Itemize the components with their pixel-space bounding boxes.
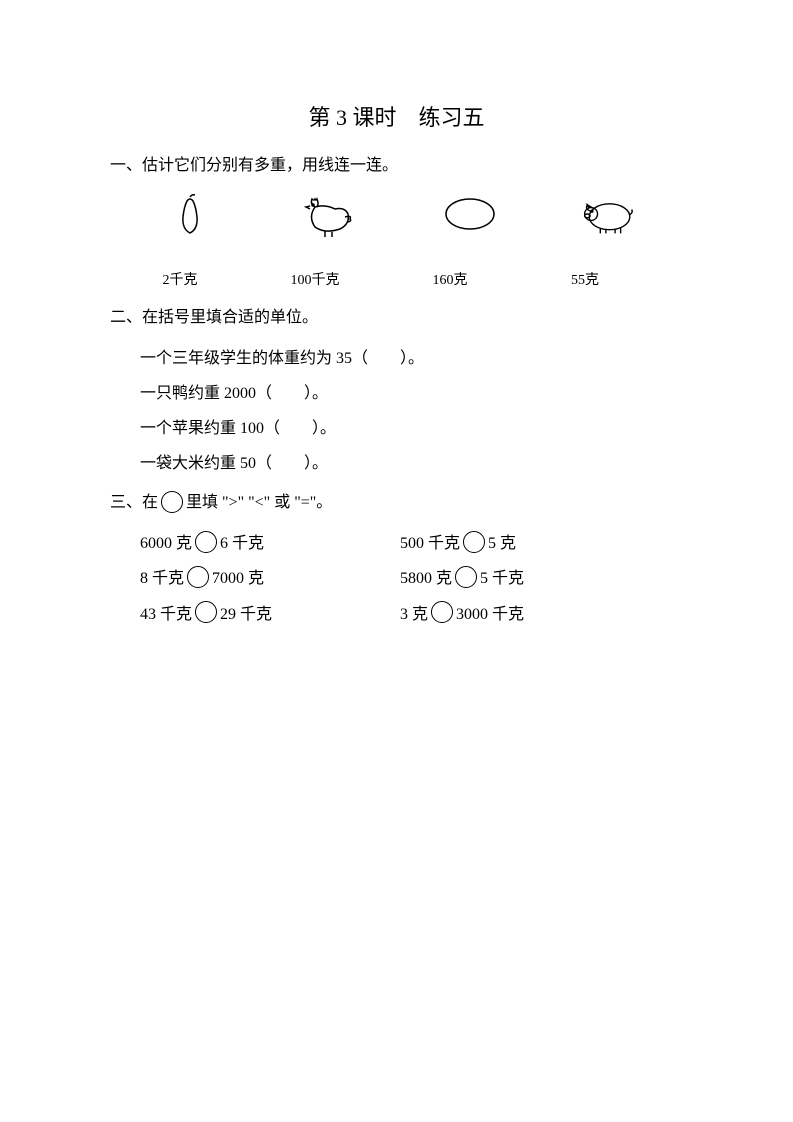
q3-cell-2-0: 43 千克 29 千克 bbox=[140, 597, 400, 632]
compare-left-val: 3 克 bbox=[400, 597, 428, 632]
q3-cell-1-1: 5800 克 5 千克 bbox=[400, 561, 524, 596]
compare-right-val: 29 千克 bbox=[220, 597, 272, 632]
circle-blank[interactable] bbox=[195, 531, 217, 553]
circle-blank[interactable] bbox=[187, 566, 209, 588]
pear-icon bbox=[160, 189, 220, 239]
q3-heading: 三、在 里填 ">" "<" 或 "="。 bbox=[110, 489, 683, 518]
circle-icon bbox=[161, 491, 183, 513]
q3-row-1: 8 千克 7000 克 5800 克 5 千克 bbox=[140, 561, 683, 596]
q3-grid: 6000 克 6 千克 500 千克 5 克 8 千克 7000 克 5800 克 5 … bbox=[140, 526, 683, 632]
q1-labels-row: 2千克 100千克 160克 55克 bbox=[110, 269, 683, 289]
q2-line-3: 一袋大米约重 50（ ）。 bbox=[140, 446, 683, 481]
compare-right-val: 7000 克 bbox=[212, 561, 264, 596]
q1-label-2: 160克 bbox=[410, 269, 490, 289]
compare-left-val: 500 千克 bbox=[400, 526, 460, 561]
q3-cell-0-0: 6000 克 6 千克 bbox=[140, 526, 400, 561]
image-egg bbox=[430, 189, 510, 239]
q3-row-0: 6000 克 6 千克 500 千克 5 克 bbox=[140, 526, 683, 561]
circle-blank[interactable] bbox=[463, 531, 485, 553]
chicken-icon bbox=[300, 189, 360, 239]
q1-images-row bbox=[110, 189, 683, 239]
q3-cell-0-1: 500 千克 5 克 bbox=[400, 526, 516, 561]
pig-icon bbox=[580, 189, 640, 239]
image-pig bbox=[570, 189, 650, 239]
compare-left-val: 8 千克 bbox=[140, 561, 184, 596]
circle-blank[interactable] bbox=[195, 601, 217, 623]
image-chicken bbox=[290, 189, 370, 239]
q3-row-2: 43 千克 29 千克 3 克 3000 千克 bbox=[140, 597, 683, 632]
circle-blank[interactable] bbox=[431, 601, 453, 623]
egg-icon bbox=[440, 189, 500, 239]
q3-heading-prefix: 三、在 bbox=[110, 494, 158, 511]
q3-cell-1-0: 8 千克 7000 克 bbox=[140, 561, 400, 596]
compare-right-val: 5 克 bbox=[488, 526, 516, 561]
q2-line-0: 一个三年级学生的体重约为 35（ ）。 bbox=[140, 341, 683, 376]
compare-left-val: 6000 克 bbox=[140, 526, 192, 561]
q2-line-2: 一个苹果约重 100（ ）。 bbox=[140, 411, 683, 446]
q2-line-1: 一只鸭约重 2000（ ）。 bbox=[140, 376, 683, 411]
compare-right-val: 5 千克 bbox=[480, 561, 524, 596]
q1-label-1: 100千克 bbox=[275, 269, 355, 289]
q3-cell-2-1: 3 克 3000 千克 bbox=[400, 597, 524, 632]
compare-right-val: 3000 千克 bbox=[456, 597, 524, 632]
q2-heading: 二、在括号里填合适的单位。 bbox=[110, 304, 683, 333]
circle-blank[interactable] bbox=[455, 566, 477, 588]
q1-label-0: 2千克 bbox=[140, 269, 220, 289]
page-title: 第 3 课时 练习五 bbox=[110, 100, 683, 132]
compare-right-val: 6 千克 bbox=[220, 526, 264, 561]
q1-heading: 一、估计它们分别有多重，用线连一连。 bbox=[110, 152, 683, 181]
compare-left-val: 5800 克 bbox=[400, 561, 452, 596]
image-pear bbox=[150, 189, 230, 239]
q1-label-3: 55克 bbox=[545, 269, 625, 289]
q3-heading-suffix: 里填 ">" "<" 或 "="。 bbox=[186, 494, 332, 511]
compare-left-val: 43 千克 bbox=[140, 597, 192, 632]
